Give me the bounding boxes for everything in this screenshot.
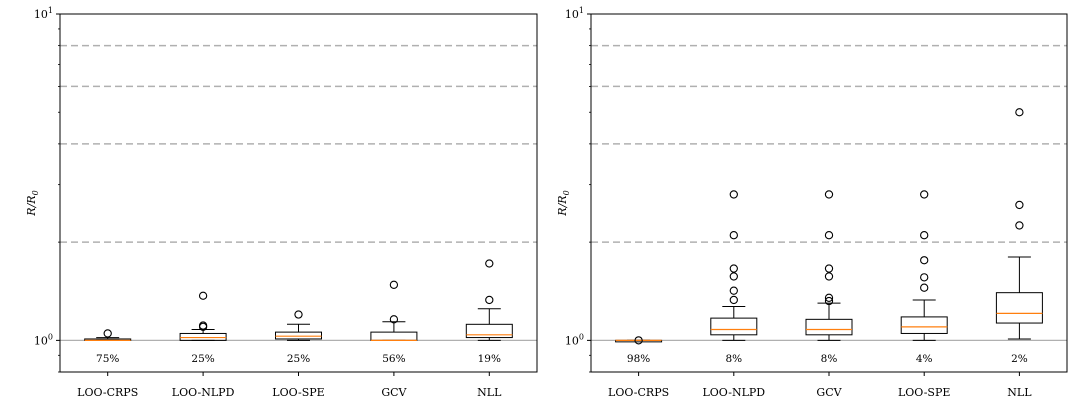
y-tick-label: 100 — [565, 332, 584, 347]
outlier-point — [729, 190, 738, 199]
box-iqr — [179, 332, 227, 341]
percent-label: 25% — [191, 353, 214, 365]
outlier-point — [920, 283, 929, 292]
y-axis-label: R/R0 — [25, 190, 40, 216]
outlier-point — [1015, 108, 1024, 117]
outlier-point — [729, 286, 738, 295]
percent-label: 2% — [1011, 353, 1028, 365]
box-nll — [995, 108, 1043, 340]
x-tick-label: NLL — [1007, 386, 1032, 399]
box-gcv — [805, 190, 853, 341]
outlier-point — [389, 280, 399, 289]
outlier-point — [294, 310, 303, 319]
box-loo-nlpd — [179, 291, 227, 341]
outlier-point — [1015, 221, 1024, 230]
outlier-point — [824, 190, 834, 199]
percent-label: 25% — [287, 353, 310, 365]
outlier-point — [485, 295, 494, 305]
right-boxplot-panel: 98% LOO-CRPS 8% LOO-NLPD 8% GCV 4% LOO-SPE 2% NLL… — [556, 6, 1068, 399]
outlier-point — [824, 293, 834, 302]
box-iqr — [900, 316, 948, 334]
outlier-point — [729, 231, 738, 240]
axes-frame — [59, 13, 538, 373]
outlier-point — [729, 272, 738, 281]
axes-frame — [590, 13, 1068, 373]
x-tick-label: LOO-SPE — [272, 386, 324, 399]
box-iqr — [995, 292, 1043, 324]
left-boxplot-panel: 75% LOO-CRPS 25% LOO-NLPD 25% LOO-SPE 56% GCV 19… — [25, 6, 538, 399]
box-gcv — [370, 280, 418, 341]
outlier-point — [824, 296, 834, 306]
outlier-point — [103, 329, 112, 338]
box-iqr — [370, 331, 418, 341]
box-loo-crps — [84, 329, 132, 341]
y-axis-label: R/R0 — [556, 190, 571, 216]
outlier-point — [824, 264, 834, 273]
outlier-point — [389, 315, 399, 324]
box-iqr — [275, 331, 322, 340]
outlier-point — [920, 273, 929, 282]
outlier-point — [198, 321, 208, 330]
box-nll — [465, 259, 513, 341]
y-tick-label: 101 — [565, 6, 584, 21]
outlier-point — [920, 190, 929, 199]
box-loo-nlpd — [710, 190, 758, 341]
box-loo-crps — [615, 336, 663, 345]
percent-label: 98% — [627, 353, 650, 365]
outlier-point — [729, 295, 738, 305]
outlier-point — [824, 272, 834, 281]
y-tick-label: 101 — [34, 6, 53, 21]
outlier-point — [729, 264, 738, 273]
percent-label: 75% — [96, 353, 119, 365]
outlier-point — [1015, 200, 1024, 210]
x-tick-label: LOO-CRPS — [77, 386, 138, 399]
percent-label: 8% — [821, 353, 838, 365]
box-iqr — [465, 323, 513, 339]
box-loo-spe — [275, 310, 322, 341]
box-iqr — [805, 318, 853, 336]
x-tick-label: LOO-SPE — [898, 386, 950, 399]
outlier-point — [485, 259, 494, 268]
percent-label: 56% — [382, 353, 405, 365]
percent-label: 8% — [725, 353, 742, 365]
y-tick-label: 100 — [34, 332, 53, 347]
x-tick-label: NLL — [477, 386, 502, 399]
x-tick-label: GCV — [816, 386, 842, 399]
x-tick-label: LOO-CRPS — [608, 386, 669, 399]
x-tick-label: GCV — [381, 386, 407, 399]
percent-label: 4% — [916, 353, 933, 365]
x-tick-label: LOO-NLPD — [702, 386, 765, 399]
box-iqr — [710, 317, 758, 336]
outlier-point — [198, 291, 208, 300]
outlier-point — [824, 231, 834, 240]
outlier-point — [634, 336, 643, 345]
box-loo-spe — [900, 190, 948, 341]
x-tick-label: LOO-NLPD — [172, 386, 235, 399]
percent-label: 19% — [478, 353, 501, 365]
outlier-point — [920, 256, 929, 265]
outlier-point — [920, 231, 929, 240]
